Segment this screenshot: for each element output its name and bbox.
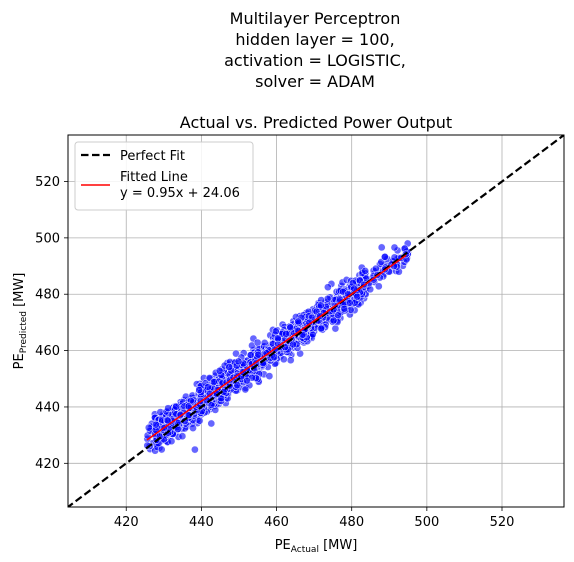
- legend-fitted-line-label-1: Fitted Line: [120, 170, 188, 185]
- scatter-point: [152, 420, 160, 429]
- suptitle-line-4: solver = ADAM: [255, 72, 375, 91]
- scatter-point: [234, 357, 243, 366]
- scatter-point: [207, 401, 216, 409]
- grid: [68, 135, 564, 507]
- scatter-point: [361, 267, 370, 275]
- x-tick-label: 500: [414, 515, 439, 530]
- scatter-point: [324, 283, 332, 292]
- x-axis-label-base: PE: [275, 538, 291, 553]
- scatter-point: [381, 253, 389, 261]
- legend: Perfect Fit Fitted Line y = 0.95x + 24.0…: [74, 141, 254, 211]
- scatter-point: [323, 294, 332, 303]
- scatter-point: [195, 386, 204, 394]
- y-axis-label-unit: [MW]: [12, 273, 27, 311]
- scatter-point: [178, 432, 187, 441]
- y-tick-label: 460: [35, 344, 60, 359]
- x-tick-label: 460: [264, 515, 289, 530]
- x-axis-label: PEActual [MW]: [275, 538, 358, 555]
- plot-frame: [67, 134, 565, 508]
- suptitle-line-3: activation = LOGISTIC,: [224, 51, 406, 70]
- suptitle: Multilayer Perceptron hidden layer = 100…: [224, 9, 406, 91]
- legend-perfect-fit-label: Perfect Fit: [120, 149, 185, 164]
- scatter-point: [262, 349, 271, 358]
- scatter-point: [334, 311, 342, 320]
- scatter-point: [286, 356, 295, 365]
- scatter-point: [331, 324, 340, 333]
- scatter-point: [289, 340, 297, 349]
- y-axis-label-sub: Predicted: [19, 311, 29, 353]
- suptitle-line-2: hidden layer = 100,: [235, 30, 394, 49]
- x-axis-label-sub: Actual: [291, 545, 319, 555]
- scatter-point: [279, 355, 288, 364]
- scatter-point: [204, 383, 212, 392]
- perfect-fit-line: [68, 135, 564, 507]
- scatter-point: [191, 445, 199, 454]
- scatter-point: [144, 423, 153, 432]
- scatter-point: [233, 381, 242, 390]
- scatter-point: [254, 350, 263, 359]
- scatter-point: [209, 378, 218, 386]
- scatter-point: [189, 424, 197, 432]
- scatter-point: [163, 416, 172, 425]
- scatter-point: [274, 334, 282, 343]
- scatter-point: [225, 363, 234, 371]
- scatter-point: [271, 327, 280, 336]
- y-tick-label: 520: [35, 175, 60, 190]
- scatter-point: [282, 330, 290, 338]
- y-tick-label: 480: [35, 288, 60, 303]
- scatter-point: [372, 264, 380, 273]
- scatter-point: [207, 419, 216, 428]
- x-tick-label: 520: [490, 515, 515, 530]
- chart-title: Actual vs. Predicted Power Output: [180, 113, 452, 132]
- scatter-point: [340, 304, 349, 313]
- x-tick-label: 480: [339, 515, 364, 530]
- y-tick-label: 500: [35, 231, 60, 246]
- scatter-point: [374, 282, 383, 291]
- scatter-point: [294, 317, 302, 326]
- scatter-point: [172, 402, 180, 411]
- scatter-point: [195, 416, 204, 425]
- scatter-point: [164, 404, 172, 413]
- scatter-point: [316, 301, 325, 310]
- x-tick-label: 440: [189, 515, 214, 530]
- scatter-point: [377, 243, 386, 252]
- x-axis-ticks: 420 440 460 480 500 520: [114, 507, 515, 530]
- scatter-point: [167, 437, 176, 446]
- y-tick-label: 440: [35, 400, 60, 415]
- scatter-point: [232, 349, 240, 358]
- fitted-line: [146, 254, 407, 441]
- scatter-point: [353, 292, 362, 301]
- y-axis-label-base: PE: [12, 353, 27, 369]
- y-axis-ticks: 420 440 460 480 500 520: [35, 175, 68, 472]
- scatter-point: [215, 366, 224, 375]
- scatter-point: [286, 323, 295, 332]
- y-tick-label: 420: [35, 457, 60, 472]
- x-axis-label-unit: [MW]: [319, 538, 357, 553]
- scatter-point: [329, 316, 338, 325]
- scatter-point: [157, 445, 166, 454]
- legend-box: [74, 141, 254, 211]
- suptitle-line-1: Multilayer Perceptron: [230, 9, 401, 28]
- scatter-point: [390, 243, 399, 252]
- scatter-point: [243, 376, 251, 385]
- x-tick-label: 420: [114, 515, 139, 530]
- scatter-point: [317, 324, 325, 333]
- y-axis-label: PEPredicted [MW]: [12, 273, 29, 370]
- scatter-point: [241, 385, 250, 394]
- legend-fitted-line-label-2: y = 0.95x + 24.06: [120, 186, 240, 201]
- scatter-point: [265, 372, 274, 380]
